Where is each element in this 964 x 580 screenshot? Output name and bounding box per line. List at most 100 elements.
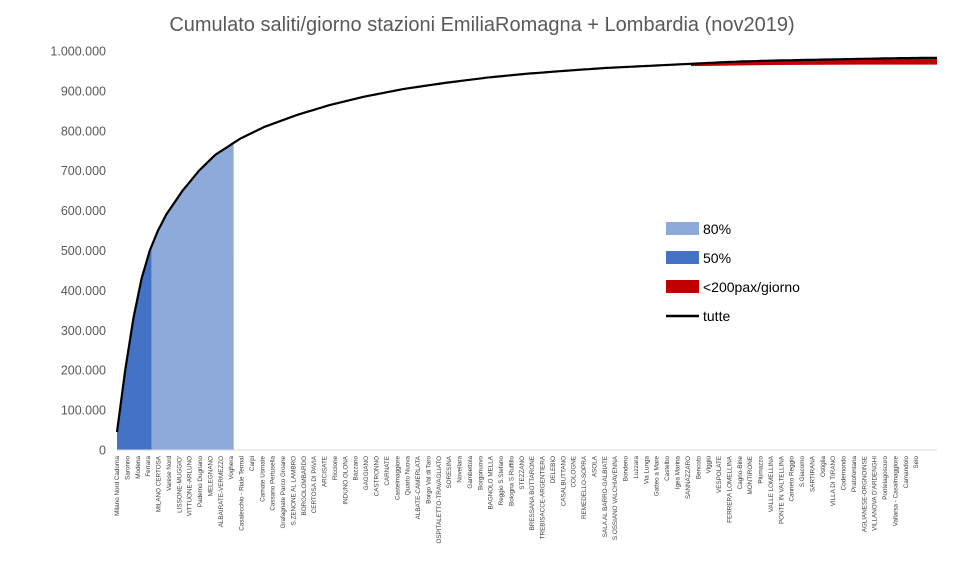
legend-swatch-200pax-giorno [666, 280, 699, 293]
x-tick-label: S.OSSIANO VALCHIAVENNA [612, 455, 619, 540]
x-tick-label: MONTIRONE [747, 456, 754, 494]
x-tick-label: BAGNOLO MELLA [488, 455, 495, 509]
x-tick-label: Vallarsa - Casalmaggiore [892, 456, 899, 527]
x-tick-label: Viggiù [706, 456, 713, 474]
x-tick-label: Camandolo [903, 456, 910, 489]
x-tick-label: VITTUONE-ARLUNO [187, 456, 194, 516]
x-tick-label: Gatteo a Mare [654, 456, 661, 497]
x-tick-label: Ferrara [145, 456, 152, 477]
legend-swatch-50 [666, 251, 699, 264]
plot-line [115, 56, 937, 433]
area-50pct [117, 246, 152, 450]
y-tick-label: 700.000 [61, 164, 106, 178]
x-tick-label: VILLANOVA D'ARDENGHI [872, 456, 879, 531]
x-tick-label: ASOLA [591, 455, 598, 477]
x-tick-label: SALA AL BARRO-GALBIATE [602, 456, 609, 537]
x-tick-label: VILLA DI TIRANO [830, 456, 837, 506]
x-tick-label: CARNATE [384, 456, 391, 486]
x-tick-label: Codemondo [841, 456, 848, 491]
x-tick-label: Casalecchio - Riale Termal [239, 456, 246, 531]
x-tick-label: Gambettola [467, 456, 474, 489]
x-tick-label: VESPOLATE [716, 456, 723, 493]
x-tick-label: Luzzara [633, 456, 640, 479]
chart-title: Cumulato saliti/giorno stazioni EmiliaRo… [169, 14, 794, 36]
x-tick-label: Canneto Reggio [789, 456, 796, 502]
x-tick-label: Piumazzo [758, 456, 765, 484]
x-tick-label: Grafagnate Parco Groane [280, 456, 287, 529]
y-axis: 0 100.000 200.000 300.000 400.000 500.000 600.… [50, 45, 106, 458]
x-tick-label: Modena [135, 456, 142, 479]
x-tick-label: Selo [913, 456, 920, 469]
x-tick-label: SANNAZZARO [685, 456, 692, 499]
x-tick-label: Novellara [457, 456, 464, 483]
y-tick-label: 600.000 [61, 204, 106, 218]
y-tick-label: 100.000 [61, 404, 106, 418]
x-tick-label: DELEBIO [550, 456, 557, 483]
y-tick-label: 200.000 [61, 364, 106, 378]
x-tick-label: S.ZENONE AL LAMBRO [290, 456, 297, 526]
x-axis: Milano Nord Cadorna Saronno Modena Ferrara M… [114, 455, 920, 543]
x-tick-label: BRESSANA BOTTARONE [529, 456, 536, 530]
x-tick-label: Saronno [124, 456, 131, 480]
x-tick-label: Ostiglia [820, 456, 827, 477]
x-tick-label: REMEDELLO-SOPRA [581, 455, 588, 519]
legend-label-200pax-giorno: <200pax/giorno [703, 279, 800, 295]
x-tick-label: Borgonuovo [477, 456, 484, 490]
x-tick-label: Bondeno [623, 456, 630, 482]
y-tick-label: 300.000 [61, 324, 106, 338]
x-tick-label: COLOGNE [571, 456, 578, 488]
x-tick-label: Quarto Nuova [405, 456, 412, 496]
x-tick-label: INDUNO OLONA [342, 455, 349, 504]
x-tick-label: STEZZANO [519, 456, 526, 490]
x-tick-label: MILANO CERTOSA [156, 455, 163, 512]
x-tick-label: Carpi [249, 456, 256, 471]
legend-label-50: 50% [703, 250, 731, 266]
x-tick-label: GAGGIANO [363, 456, 370, 490]
x-tick-label: S.Giacomo [799, 456, 806, 488]
x-tick-label: VALLE LOMELLINA [768, 455, 775, 512]
x-tick-label: Bencoto [695, 456, 702, 480]
area-under-200pax [691, 57, 937, 67]
x-tick-label: CASTRONNO [373, 456, 380, 496]
legend-label-tutte: tutte [703, 308, 730, 324]
legend: 80% 50% <200pax/giorno tutte [666, 221, 800, 324]
x-tick-label: PONTE IN VALTELLINA [778, 455, 785, 524]
x-tick-label: Pratofontana [851, 456, 858, 493]
x-tick-label: Varese Nord [166, 456, 173, 491]
x-tick-label: Bologna S.Ruffillo [508, 456, 515, 506]
plot-areas [117, 57, 937, 450]
x-tick-label: Castelbo [664, 456, 671, 481]
series-line-tutte [115, 56, 937, 433]
x-tick-label: Pontelagoscuro [882, 456, 889, 500]
x-tick-label: ALBATE-CAMERLATA [415, 455, 422, 519]
y-tick-label: 0 [99, 444, 106, 458]
x-tick-label: TREBISACCE-ARGENTIERA [540, 455, 547, 539]
x-tick-label: ARCISATE [322, 456, 329, 487]
legend-swatch-80 [666, 222, 699, 235]
x-tick-label: SARTIRANA [809, 455, 816, 492]
x-tick-label: CERTOSA DI PAVIA [311, 455, 318, 513]
x-tick-label: MELEGNANO [207, 456, 214, 496]
x-tick-label: ALBAIRATE-VERMEZZO [218, 456, 225, 527]
x-tick-label: Cassano Pertusella [270, 456, 277, 511]
y-tick-label: 1.000.000 [50, 45, 106, 59]
y-tick-label: 400.000 [61, 284, 106, 298]
x-tick-label: Via Lunga [643, 456, 650, 485]
x-tick-label: FERRERA LOMELLINA [726, 455, 733, 523]
x-tick-label: BORGOLOMBARDO [301, 456, 308, 516]
x-tick-label: OSPITALETTO-TRAVAGLIATO [436, 456, 443, 544]
x-tick-label: Cagno-Bine [737, 456, 744, 490]
x-tick-label: Borgo Val di Taro [425, 456, 432, 504]
y-tick-label: 800.000 [61, 124, 106, 138]
x-tick-label: AGLIANESE-ORGNOINSE [861, 456, 868, 532]
x-tick-label: Castelmaggiore [394, 456, 401, 501]
x-tick-label: Paderno Dugnano [197, 456, 204, 508]
y-tick-label: 500.000 [61, 244, 106, 258]
legend-label-80: 80% [703, 221, 731, 237]
x-tick-label: Voghera [228, 456, 235, 480]
x-tick-label: SORESINA [446, 455, 453, 488]
x-tick-label: Reggio S.Stefano [498, 456, 505, 506]
x-tick-label: LISSONE-MUGGIO' [176, 456, 183, 513]
x-tick-label: Igea Marina [675, 456, 682, 490]
